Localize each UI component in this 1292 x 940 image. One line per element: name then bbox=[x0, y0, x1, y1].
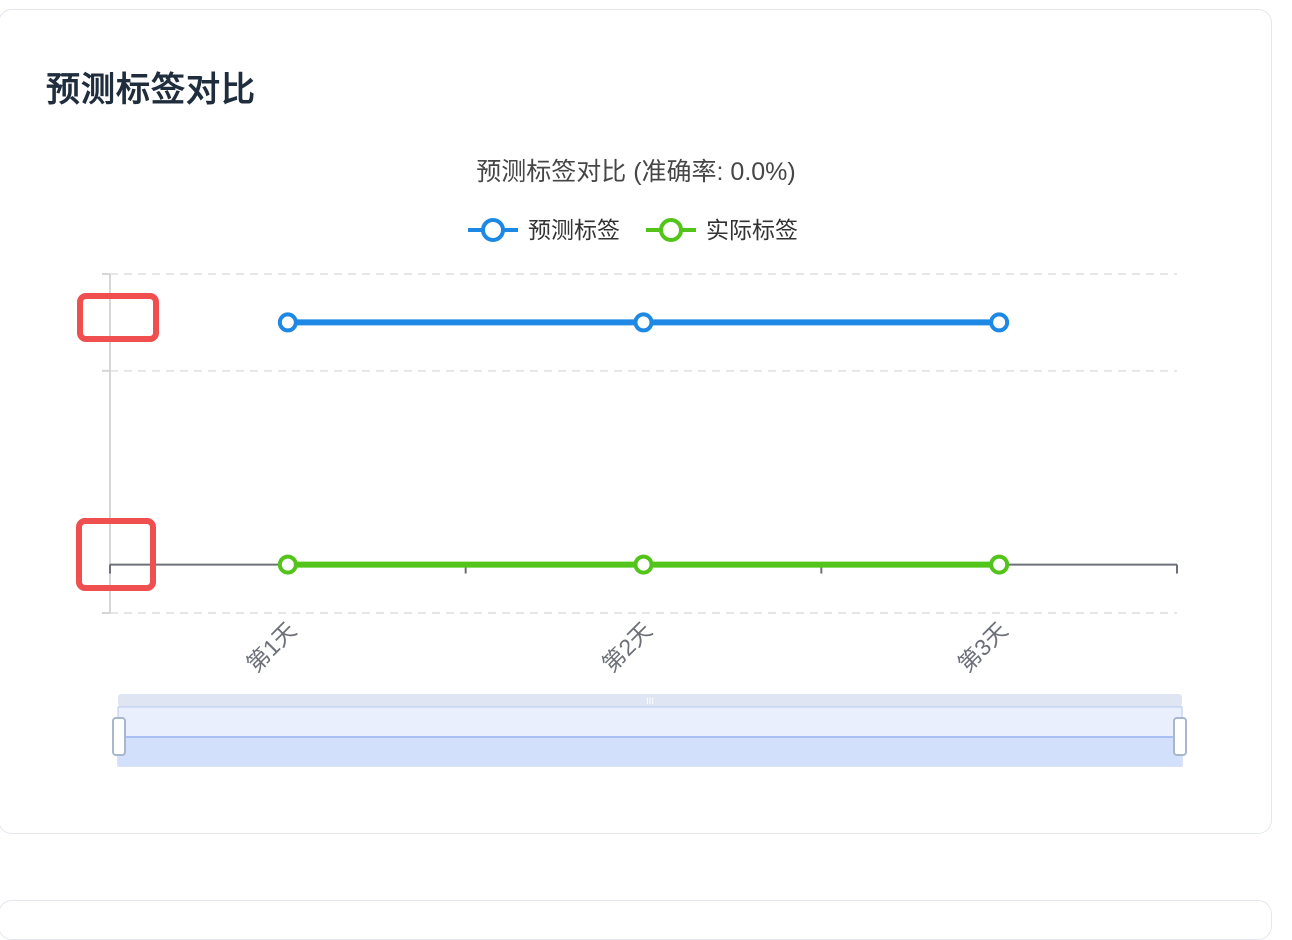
series-1-point[interactable] bbox=[633, 554, 654, 575]
legend-item-actual[interactable]: 实际标签 bbox=[646, 217, 798, 243]
series-0-point[interactable] bbox=[277, 312, 298, 333]
chart-title: 预测标签对比 (准确率: 0.0%) bbox=[476, 158, 795, 186]
datazoom-left-handle[interactable] bbox=[112, 717, 126, 756]
legend: 预测标签 实际标签 bbox=[468, 217, 798, 243]
legend-label-actual: 实际标签 bbox=[706, 217, 798, 243]
legend-label-predicted: 预测标签 bbox=[528, 217, 620, 243]
x-tick-labels: 第1天 第2天 第3天 bbox=[241, 617, 1012, 677]
datazoom-top-bar[interactable] bbox=[118, 694, 1182, 707]
series-0-point[interactable] bbox=[633, 312, 654, 333]
next-card bbox=[0, 900, 1272, 940]
x-tick-label: 第2天 bbox=[597, 617, 657, 677]
line-chart: 预测标签对比 (准确率: 0.0%) 预测标签 实际标签 第1天 第2天 第3天 I… bbox=[76, 158, 1187, 767]
series-1-point[interactable] bbox=[989, 554, 1010, 575]
highlight-box-lower bbox=[76, 518, 156, 591]
legend-item-predicted[interactable]: 预测标签 bbox=[468, 217, 620, 243]
series-layer bbox=[277, 312, 1010, 575]
series-0-point[interactable] bbox=[989, 312, 1010, 333]
x-tick-label: 第1天 bbox=[241, 617, 301, 677]
highlight-box-upper bbox=[77, 293, 159, 342]
x-tick-label: 第3天 bbox=[953, 617, 1013, 677]
datazoom-window[interactable] bbox=[118, 737, 1182, 766]
series-1-point[interactable] bbox=[277, 554, 298, 575]
datazoom-right-handle[interactable] bbox=[1173, 717, 1187, 756]
datazoom-grip-icon: III bbox=[646, 697, 654, 707]
card-title: 预测标签对比 bbox=[46, 70, 256, 110]
grid-lines bbox=[110, 273, 1177, 614]
datazoom-slider[interactable]: III bbox=[112, 694, 1187, 767]
